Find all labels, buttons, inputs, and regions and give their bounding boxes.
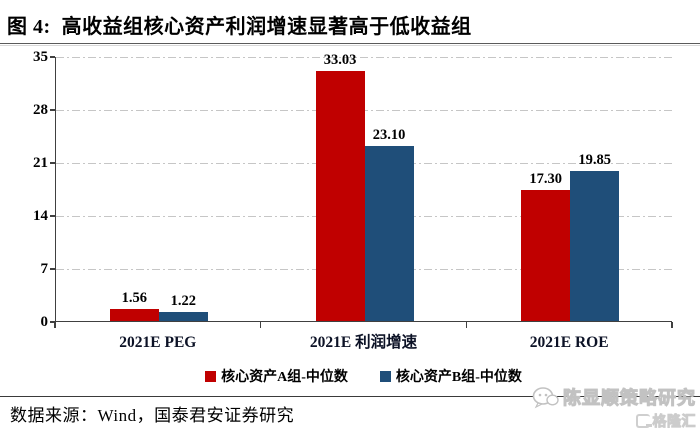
- y-axis-tick-label: 14: [33, 208, 48, 224]
- title-divider: [0, 43, 700, 46]
- y-axis-tick-label: 28: [33, 102, 48, 118]
- x-axis-category-label: 2021E 利润增速: [309, 334, 418, 351]
- bar-series1-cat2: [315, 70, 365, 321]
- watermark-wechat-row: 陈显顺策略研究: [532, 384, 696, 410]
- y-axis-tick-mark: [50, 162, 55, 164]
- legend-item-series2: 核心资产B组-中位数: [379, 366, 522, 386]
- data-source-note: 数据来源：Wind，国泰君安证券研究: [10, 406, 295, 425]
- x-axis-tick-mark: [259, 322, 262, 328]
- y-axis-tick-label: 0: [40, 314, 49, 330]
- y-axis-tick-mark: [50, 109, 55, 111]
- x-axis-tick-mark: [54, 322, 56, 328]
- watermark-platform-row: 格隆汇: [532, 411, 696, 431]
- legend-label: 核心资产B组-中位数: [395, 370, 522, 385]
- watermark-platform-name: 格隆汇: [652, 415, 696, 431]
- y-axis-tick-label: 7: [40, 261, 49, 277]
- figure-title: 图 4: 高收益组核心资产利润增速显著高于低收益组: [7, 16, 472, 38]
- bar-series2-cat1: [158, 311, 208, 321]
- legend-swatch: [379, 370, 391, 382]
- x-axis-category-label: 2021E PEG: [119, 334, 197, 351]
- x-axis-category-label: 2021E ROE: [529, 334, 609, 351]
- bar-value-label: 17.30: [529, 171, 562, 188]
- y-axis-tick-label: 35: [33, 49, 48, 65]
- footer-divider: [0, 396, 700, 397]
- y-axis-tick-mark: [50, 215, 55, 217]
- x-axis-tick-mark: [465, 322, 468, 328]
- bar-value-label: 1.56: [121, 290, 148, 307]
- gelonghui-logo-icon: [635, 414, 652, 428]
- y-axis-tick-mark: [50, 321, 55, 323]
- chart-legend: 核心资产A组-中位数 核心资产B组-中位数: [55, 366, 672, 386]
- legend-label: 核心资产A组-中位数: [221, 370, 348, 385]
- wechat-icon: [532, 386, 559, 408]
- bar-series1-cat3: [521, 190, 571, 321]
- watermark-account-name: 陈显顺策略研究: [563, 388, 696, 409]
- bar-value-label: 33.03: [323, 51, 357, 68]
- gridline-y-35: [56, 56, 672, 58]
- bar-value-label: 19.85: [578, 151, 611, 168]
- bar-series2-cat2: [364, 146, 414, 321]
- bar-series1-cat1: [109, 309, 159, 321]
- y-axis-tick-mark: [50, 56, 55, 58]
- watermark: 陈显顺策略研究 格隆汇: [532, 384, 696, 431]
- bar-value-label: 23.10: [372, 127, 406, 144]
- y-axis-tick-mark: [50, 268, 55, 270]
- bar-series2-cat3: [570, 170, 620, 321]
- legend-swatch: [205, 370, 217, 382]
- plot-area: 1.56 1.22 33.03 23.10 17.30 19.85: [55, 52, 672, 322]
- bar-value-label: 1.22: [170, 292, 197, 309]
- legend-item-series1: 核心资产A组-中位数: [205, 366, 348, 386]
- y-axis-tick-label: 21: [33, 155, 48, 171]
- x-axis-tick-mark: [671, 322, 673, 328]
